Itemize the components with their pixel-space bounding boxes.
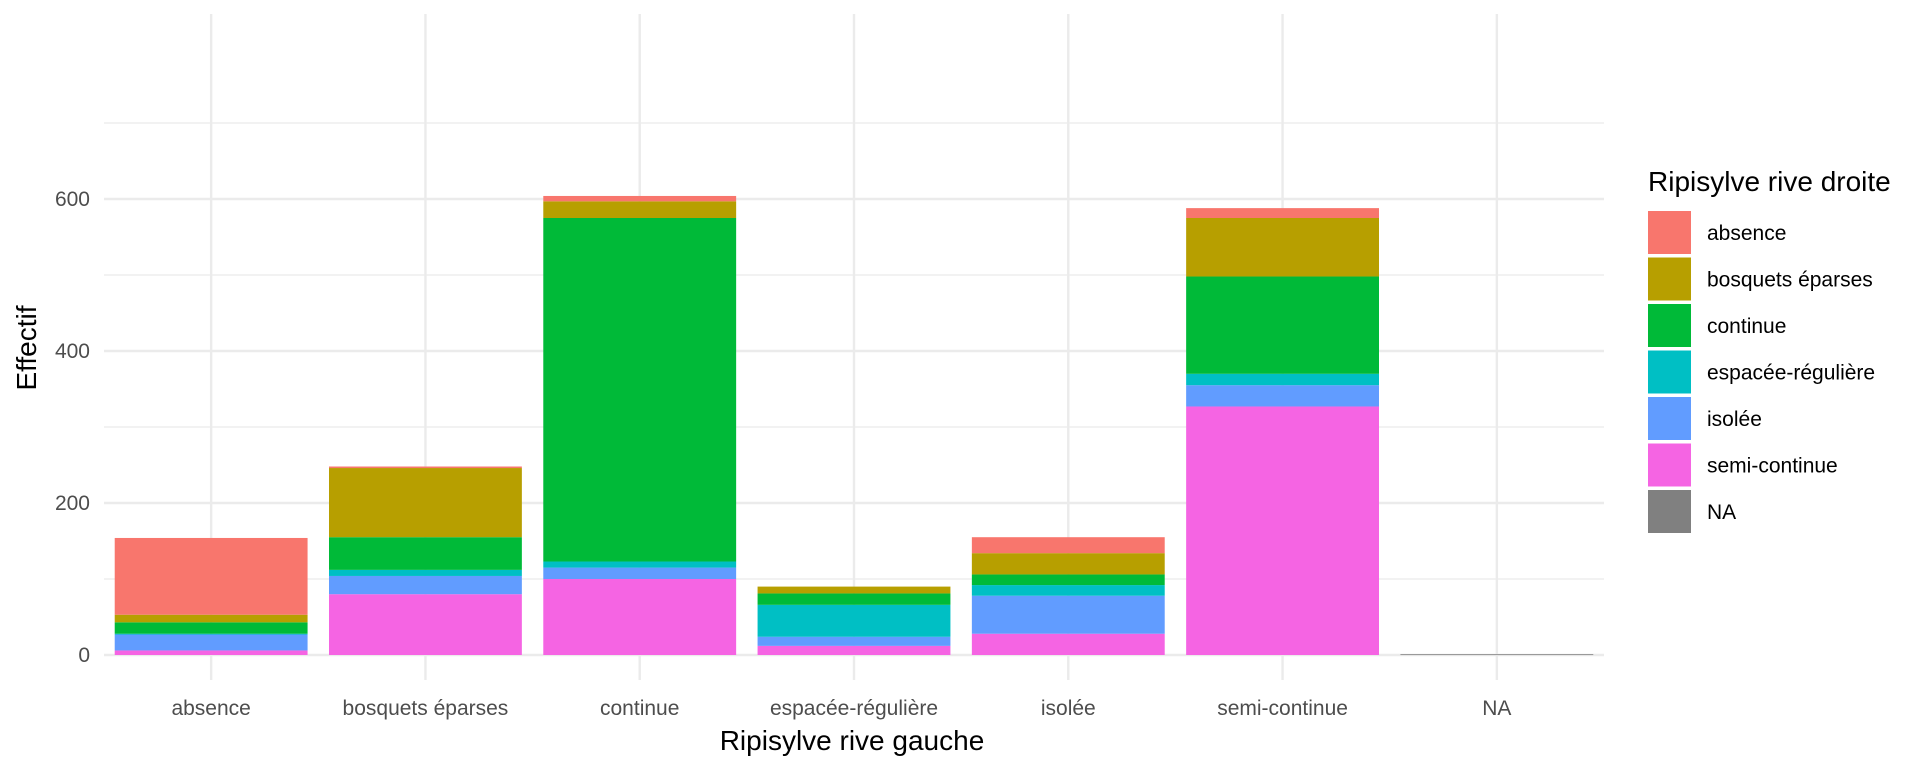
legend-label-na: NA — [1707, 501, 1736, 524]
x-tick-label: semi-continue — [1217, 697, 1348, 720]
bar-espacee-reguliere-isolee — [757, 636, 951, 646]
legend-key-absence — [1648, 211, 1691, 254]
bar-semi-continue-absence — [1186, 208, 1379, 218]
y-axis-ticks: 0 200 400 600 — [55, 188, 90, 667]
bar-isolee-absence — [971, 537, 1165, 554]
bar-continue-continue — [543, 218, 737, 562]
legend-label-espacee-reguliere: espacée-régulière — [1707, 362, 1875, 385]
bar-isolee-continue — [971, 574, 1165, 586]
bar-semi-continue-semi-continue — [1186, 406, 1379, 655]
bar-isolee-semi-continue — [971, 633, 1165, 655]
legend-key-bosquets-eparses — [1648, 257, 1691, 301]
bar-espacee-reguliere-bosquets-eparses — [757, 586, 951, 594]
legend-key-espacee-reguliere — [1648, 350, 1691, 394]
bar-absence-absence — [114, 537, 308, 615]
x-tick-label: NA — [1482, 697, 1511, 720]
bar-continue-isolee — [543, 567, 737, 579]
y-tick-label: 600 — [55, 188, 90, 211]
legend-label-bosquets-eparses: bosquets éparses — [1707, 269, 1873, 292]
bar-isolee-espacee-reguliere — [971, 585, 1165, 596]
legend-key-semi-continue — [1648, 443, 1691, 487]
x-axis-title: Ripisylve rive gauche — [720, 725, 985, 756]
bar-bosquets-eparses-absence — [329, 466, 522, 469]
legend: Ripisylve rive droite absence bosquets ép… — [1648, 166, 1891, 533]
y-tick-label: 0 — [78, 644, 90, 667]
bar-isolee-bosquets-eparses — [971, 553, 1165, 575]
x-tick-label: espacée-régulière — [770, 697, 938, 720]
y-tick-label: 400 — [55, 340, 90, 363]
bar-bosquets-eparses-semi-continue — [329, 594, 522, 655]
bar-continue-absence — [543, 195, 737, 202]
x-axis-ticks: absence bosquets éparses continue espacée-r… — [171, 697, 1511, 720]
bar-espacee-reguliere-espacee-reguliere — [757, 604, 951, 637]
y-tick-label: 200 — [55, 492, 90, 515]
bar-semi-continue-continue — [1186, 276, 1379, 374]
bar-isolee-isolee — [971, 595, 1165, 634]
bar-continue-semi-continue — [543, 579, 737, 655]
bar-bosquets-eparses-continue — [329, 537, 522, 570]
bar-bosquets-eparses-bosquets-eparses — [329, 468, 522, 538]
bar-absence-isolee — [114, 634, 308, 651]
x-tick-label: isolée — [1041, 697, 1096, 720]
x-tick-label: absence — [171, 697, 250, 720]
bar-na-na — [1400, 654, 1594, 656]
bar-absence-espacee-reguliere — [114, 633, 308, 635]
legend-key-isolee — [1648, 397, 1691, 440]
bars — [114, 195, 1594, 656]
x-tick-label: bosquets éparses — [343, 697, 509, 720]
bar-continue-espacee-reguliere — [543, 561, 737, 568]
legend-title: Ripisylve rive droite — [1648, 166, 1891, 197]
legend-label-absence: absence — [1707, 222, 1786, 245]
bar-semi-continue-espacee-reguliere — [1186, 373, 1379, 386]
legend-label-continue: continue — [1707, 315, 1786, 338]
bar-semi-continue-bosquets-eparses — [1186, 218, 1379, 277]
bar-semi-continue-isolee — [1186, 385, 1379, 407]
legend-label-semi-continue: semi-continue — [1707, 455, 1838, 478]
bar-bosquets-eparses-espacee-reguliere — [329, 569, 522, 576]
bar-espacee-reguliere-semi-continue — [757, 645, 951, 655]
y-axis-title: Effectif — [11, 305, 42, 390]
legend-key-continue — [1648, 304, 1691, 347]
bar-absence-bosquets-eparses — [114, 614, 308, 623]
legend-label-isolee: isolée — [1707, 408, 1762, 431]
bar-absence-semi-continue — [114, 650, 308, 655]
x-tick-label: continue — [600, 697, 679, 720]
bar-bosquets-eparses-isolee — [329, 575, 522, 595]
bar-espacee-reguliere-continue — [757, 593, 951, 605]
bar-absence-continue — [114, 622, 308, 634]
legend-key-na — [1648, 490, 1691, 533]
bar-continue-bosquets-eparses — [543, 201, 737, 218]
